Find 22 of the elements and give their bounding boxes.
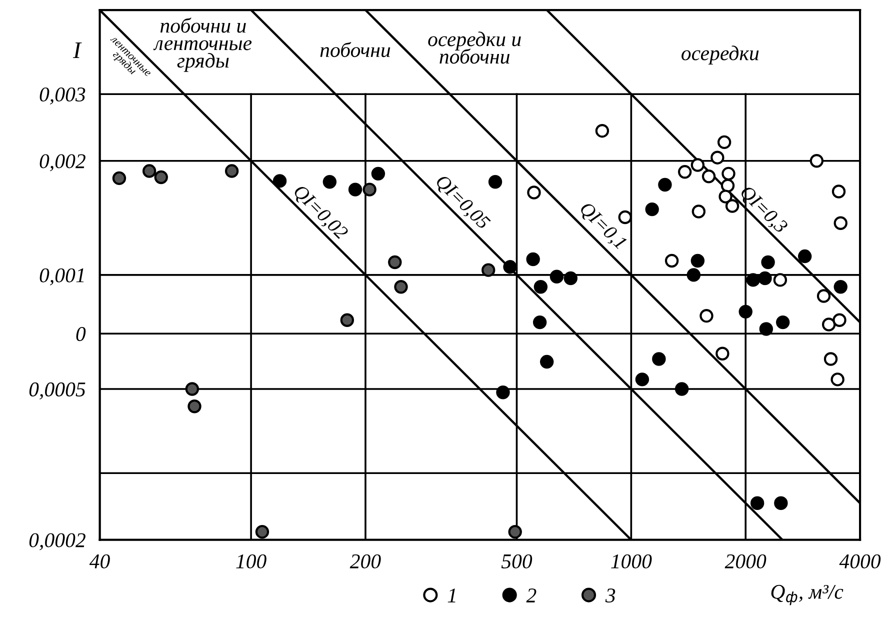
y-axis-title: I [72,42,82,58]
y-tick-label: 0 [76,327,86,342]
y-tick-label: 0,001 [40,268,84,286]
annotation: побочни [320,42,390,58]
annotation: осередки и побочни [428,32,521,64]
y-tick-label: 0,0002 [29,533,86,550]
x-tick-label: 1000 [611,554,652,568]
x-tick-label: 40 [89,554,110,568]
x-tick-label: 500 [501,554,532,568]
y-tick-label: 0,002 [40,154,86,172]
y-tick-label: 0,0005 [29,382,86,400]
x-axis-title: Q$_{ф}$, м³/с [771,584,844,606]
x-tick-label: 2000 [724,554,766,568]
legend-label: 3 [605,588,616,603]
x-tick-label: 200 [350,554,381,568]
x-tick-label: 4000 [839,554,881,568]
y-tick-label: 0,003 [40,87,86,105]
annotation: осередки [682,46,759,65]
x-tick-label: 100 [236,554,266,568]
legend-label: 2 [526,588,536,602]
annotation: побочни и ленточные гряды [153,18,252,72]
legend-label: 1 [448,588,456,602]
